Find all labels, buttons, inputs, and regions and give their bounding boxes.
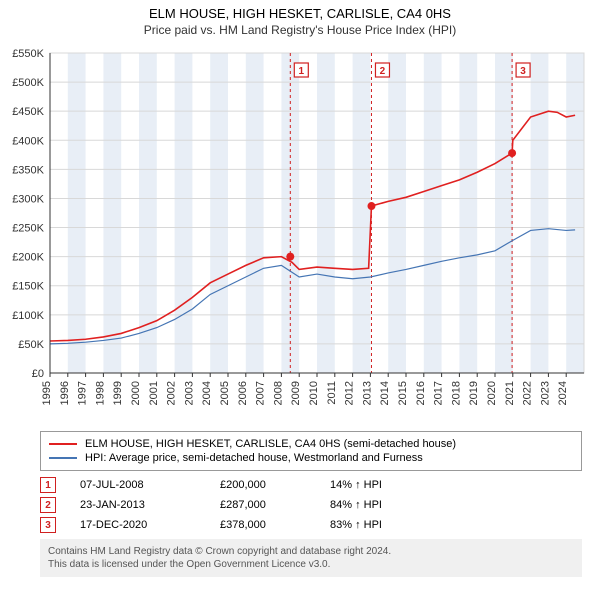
svg-text:2006: 2006 <box>237 381 249 405</box>
chart-title: ELM HOUSE, HIGH HESKET, CARLISLE, CA4 0H… <box>0 6 600 21</box>
svg-text:2001: 2001 <box>148 381 160 405</box>
svg-text:2000: 2000 <box>130 381 142 405</box>
svg-text:1997: 1997 <box>77 381 89 405</box>
svg-text:2: 2 <box>380 66 386 77</box>
sale-row: 2 23-JAN-2013£287,00084% ↑ HPI <box>40 497 582 513</box>
sales-table: 1 07-JUL-2008£200,00014% ↑ HPI 2 23-JAN-201… <box>40 477 582 533</box>
chart-container: ELM HOUSE, HIGH HESKET, CARLISLE, CA4 0H… <box>0 6 600 577</box>
svg-text:1998: 1998 <box>94 381 106 405</box>
svg-text:2023: 2023 <box>539 381 551 405</box>
sale-pct: 83% ↑ HPI <box>330 519 450 531</box>
attribution-line: This data is licensed under the Open Gov… <box>48 558 574 571</box>
svg-text:2021: 2021 <box>504 381 516 405</box>
legend-swatch <box>49 443 77 445</box>
legend-label: HPI: Average price, semi-detached house,… <box>85 452 423 464</box>
svg-text:1996: 1996 <box>59 381 71 405</box>
svg-text:2013: 2013 <box>361 381 373 405</box>
sale-price: £378,000 <box>220 519 330 531</box>
svg-text:2008: 2008 <box>272 381 284 405</box>
svg-text:2011: 2011 <box>326 381 338 405</box>
svg-text:£500K: £500K <box>12 77 44 89</box>
sale-date: 07-JUL-2008 <box>80 479 220 491</box>
sale-date: 23-JAN-2013 <box>80 499 220 511</box>
svg-text:1995: 1995 <box>41 381 53 405</box>
svg-text:£300K: £300K <box>12 193 44 205</box>
legend-item: HPI: Average price, semi-detached house,… <box>49 452 573 464</box>
svg-text:2007: 2007 <box>255 381 267 405</box>
svg-text:£250K: £250K <box>12 223 44 235</box>
svg-text:2005: 2005 <box>219 381 231 405</box>
sale-marker-box: 2 <box>40 497 56 513</box>
svg-text:£100K: £100K <box>12 310 44 322</box>
attribution: Contains HM Land Registry data © Crown c… <box>40 539 582 577</box>
sale-marker-box: 3 <box>40 517 56 533</box>
svg-text:2010: 2010 <box>308 381 320 405</box>
svg-text:£450K: £450K <box>12 106 44 118</box>
svg-text:2019: 2019 <box>468 381 480 405</box>
sale-row: 1 07-JUL-2008£200,00014% ↑ HPI <box>40 477 582 493</box>
legend-label: ELM HOUSE, HIGH HESKET, CARLISLE, CA4 0H… <box>85 438 456 450</box>
svg-text:2017: 2017 <box>433 381 445 405</box>
svg-text:2003: 2003 <box>183 381 195 405</box>
sale-row: 3 17-DEC-2020£378,00083% ↑ HPI <box>40 517 582 533</box>
attribution-line: Contains HM Land Registry data © Crown c… <box>48 545 574 558</box>
svg-text:2018: 2018 <box>450 381 462 405</box>
svg-text:£50K: £50K <box>18 339 44 351</box>
svg-text:2020: 2020 <box>486 381 498 405</box>
legend-swatch <box>49 457 77 459</box>
svg-text:£350K: £350K <box>12 164 44 176</box>
plot-area: £0 £50K £100K £150K £200K £250K £300K £350K £400… <box>0 43 600 423</box>
svg-text:2022: 2022 <box>522 381 534 405</box>
svg-text:1: 1 <box>299 66 305 77</box>
svg-text:£400K: £400K <box>12 135 44 147</box>
sale-marker-box: 1 <box>40 477 56 493</box>
svg-text:1999: 1999 <box>112 381 124 405</box>
chart-subtitle: Price paid vs. HM Land Registry's House … <box>0 23 600 37</box>
sale-pct: 84% ↑ HPI <box>330 499 450 511</box>
svg-text:2024: 2024 <box>557 381 569 405</box>
svg-text:£200K: £200K <box>12 252 44 264</box>
svg-text:2002: 2002 <box>166 381 178 405</box>
svg-text:£150K: £150K <box>12 281 44 293</box>
sale-date: 17-DEC-2020 <box>80 519 220 531</box>
sale-price: £287,000 <box>220 499 330 511</box>
svg-text:2014: 2014 <box>379 381 391 405</box>
sale-pct: 14% ↑ HPI <box>330 479 450 491</box>
svg-text:2012: 2012 <box>344 381 356 405</box>
svg-text:2004: 2004 <box>201 381 213 405</box>
svg-text:£550K: £550K <box>12 48 44 60</box>
legend: ELM HOUSE, HIGH HESKET, CARLISLE, CA4 0H… <box>40 431 582 471</box>
svg-text:2009: 2009 <box>290 381 302 405</box>
legend-item: ELM HOUSE, HIGH HESKET, CARLISLE, CA4 0H… <box>49 438 573 450</box>
svg-text:3: 3 <box>520 66 526 77</box>
chart-svg: £0 £50K £100K £150K £200K £250K £300K £350K £400… <box>0 43 600 423</box>
svg-text:2015: 2015 <box>397 381 409 405</box>
svg-text:2016: 2016 <box>415 381 427 405</box>
sale-price: £200,000 <box>220 479 330 491</box>
svg-text:£0: £0 <box>32 368 44 380</box>
